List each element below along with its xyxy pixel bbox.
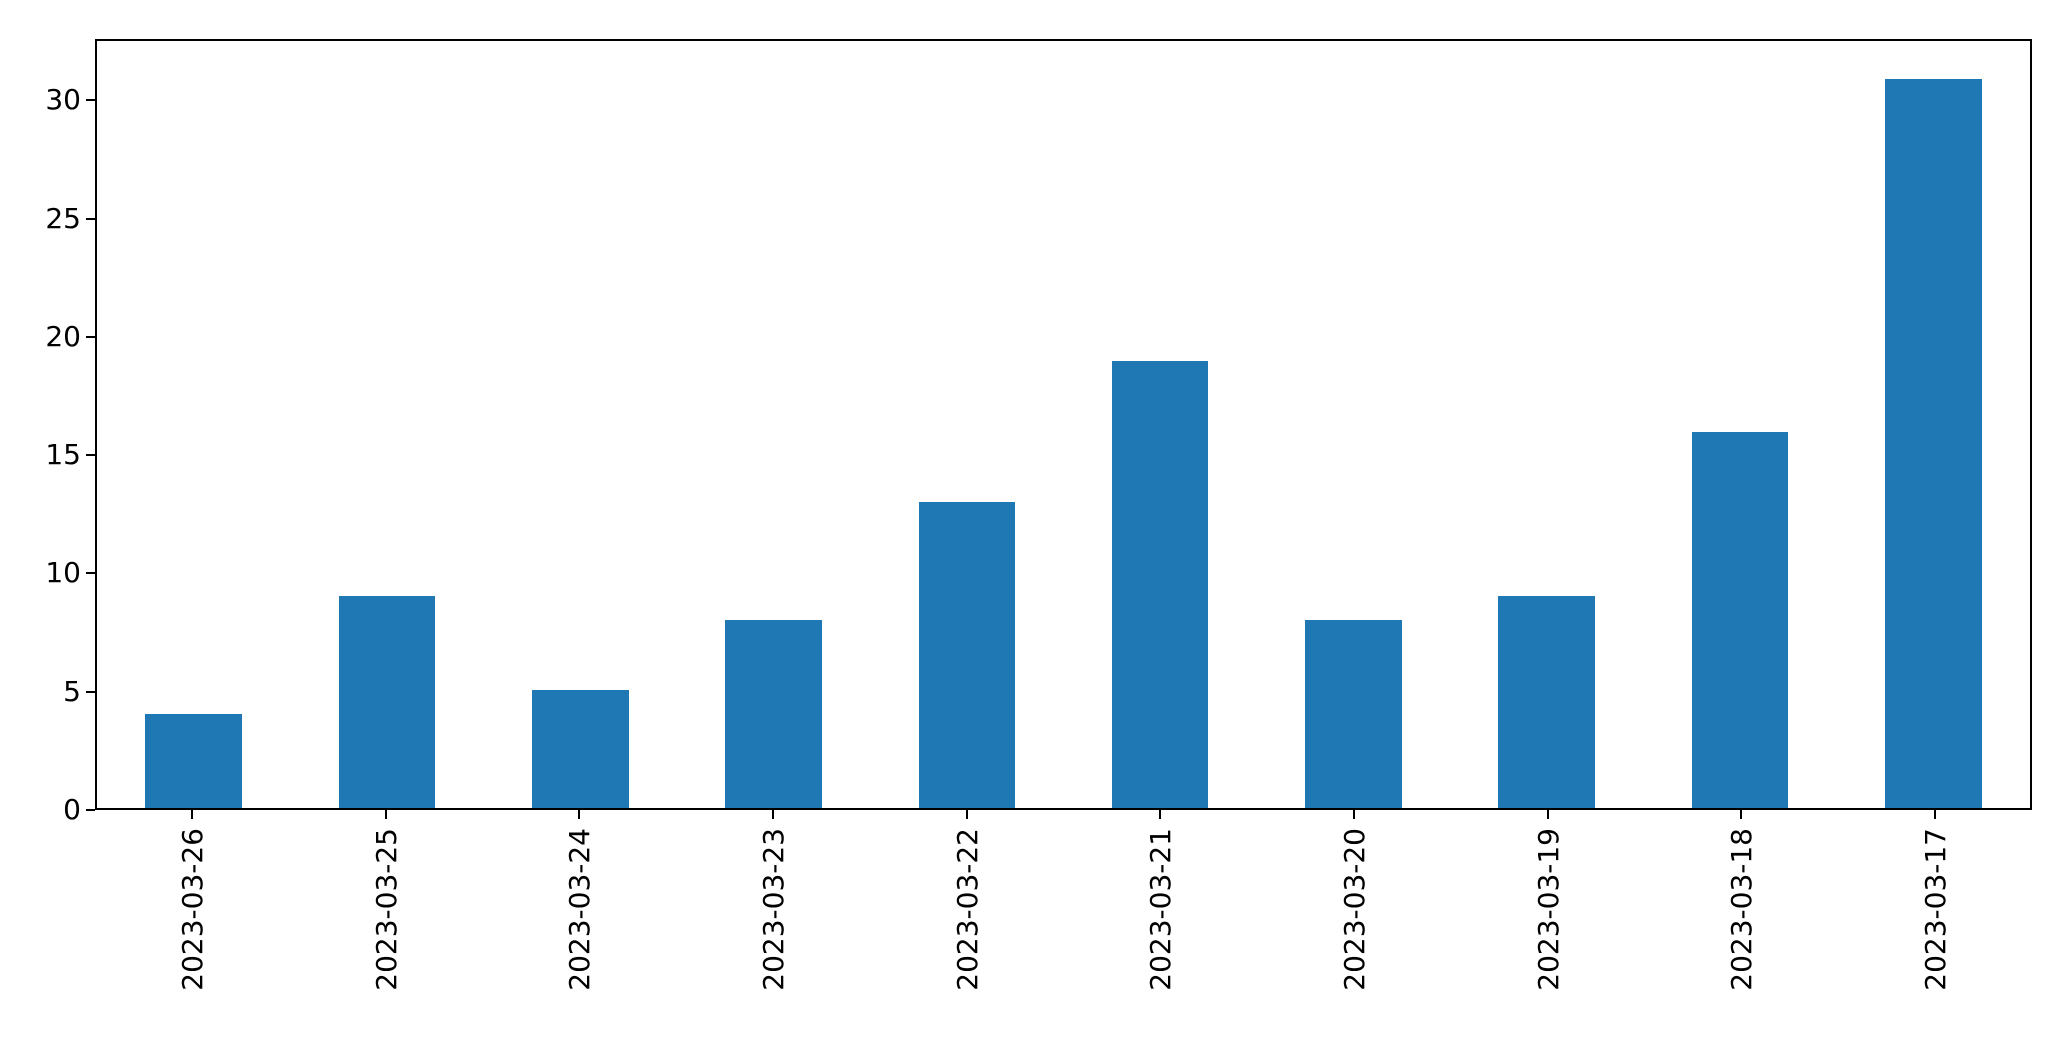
x-tick-mark xyxy=(965,810,968,819)
y-tick-mark xyxy=(86,572,95,575)
bar-2023-03-23 xyxy=(725,619,822,808)
x-tick-label: 2023-03-20 xyxy=(1338,828,1372,991)
x-tick-label: 2023-03-19 xyxy=(1531,828,1565,991)
bar-2023-03-17 xyxy=(1885,78,1982,808)
x-tick-label: 2023-03-24 xyxy=(563,828,597,991)
bar-2023-03-24 xyxy=(531,690,629,808)
x-tick-label: 2023-03-26 xyxy=(175,828,209,991)
x-tick-mark xyxy=(1353,810,1356,819)
x-tick-mark xyxy=(771,810,774,819)
bar-2023-03-18 xyxy=(1691,431,1789,808)
bar-2023-03-26 xyxy=(145,713,242,808)
y-tick-label: 0 xyxy=(63,793,81,826)
x-tick-mark xyxy=(1740,810,1743,819)
x-tick-mark xyxy=(1546,810,1549,819)
bar-2023-03-20 xyxy=(1305,619,1402,808)
x-tick-label: 2023-03-18 xyxy=(1725,828,1759,991)
x-tick-mark xyxy=(578,810,581,819)
y-tick-mark xyxy=(86,335,95,338)
bar-2023-03-25 xyxy=(338,596,436,808)
y-tick-label: 15 xyxy=(45,438,81,472)
x-tick-label: 2023-03-21 xyxy=(1144,828,1178,991)
x-tick-mark xyxy=(1934,810,1937,819)
bar-2023-03-19 xyxy=(1498,596,1596,808)
x-tick-label: 2023-03-22 xyxy=(950,828,984,991)
x-tick-label: 2023-03-25 xyxy=(369,828,403,991)
y-tick-mark xyxy=(86,454,95,457)
y-tick-label: 25 xyxy=(45,201,81,235)
x-tick-label: 2023-03-17 xyxy=(1919,828,1953,991)
y-tick-mark xyxy=(86,99,95,102)
x-tick-mark xyxy=(384,810,387,819)
bar-2023-03-21 xyxy=(1111,360,1209,808)
y-tick-mark xyxy=(86,809,95,811)
y-tick-mark xyxy=(86,217,95,220)
x-tick-label: 2023-03-23 xyxy=(756,828,790,991)
y-tick-label: 10 xyxy=(45,556,81,590)
bar-2023-03-22 xyxy=(918,502,1016,808)
y-tick-mark xyxy=(86,690,95,693)
y-tick-label: 5 xyxy=(63,674,81,708)
y-tick-label: 20 xyxy=(45,319,81,353)
x-tick-mark xyxy=(1159,810,1162,819)
y-tick-label: 30 xyxy=(45,83,81,117)
x-tick-mark xyxy=(190,810,193,819)
plot-area xyxy=(95,39,2032,810)
